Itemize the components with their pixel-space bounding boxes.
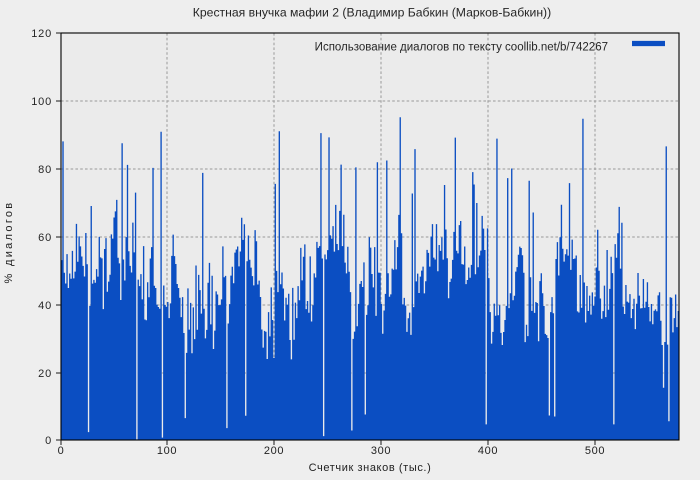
svg-text:0: 0 xyxy=(58,445,65,457)
svg-text:40: 40 xyxy=(38,300,52,312)
svg-text:80: 80 xyxy=(38,164,52,176)
svg-text:100: 100 xyxy=(157,445,177,457)
svg-text:400: 400 xyxy=(478,445,498,457)
svg-text:0: 0 xyxy=(45,435,52,447)
svg-text:Использование диалогов по текс: Использование диалогов по тексту coollib… xyxy=(315,42,608,54)
svg-text:300: 300 xyxy=(371,445,391,457)
svg-text:500: 500 xyxy=(585,445,605,457)
svg-text:Счетчик знаков (тыс.): Счетчик знаков (тыс.) xyxy=(309,462,432,474)
svg-text:20: 20 xyxy=(38,368,52,380)
svg-text:% диалогов: % диалогов xyxy=(3,201,15,284)
svg-text:200: 200 xyxy=(264,445,284,457)
svg-text:Крестная внучка мафии 2 (Влади: Крестная внучка мафии 2 (Владимир Бабкин… xyxy=(193,6,551,20)
svg-text:120: 120 xyxy=(31,28,52,40)
svg-text:100: 100 xyxy=(31,96,52,108)
svg-text:60: 60 xyxy=(38,232,52,244)
